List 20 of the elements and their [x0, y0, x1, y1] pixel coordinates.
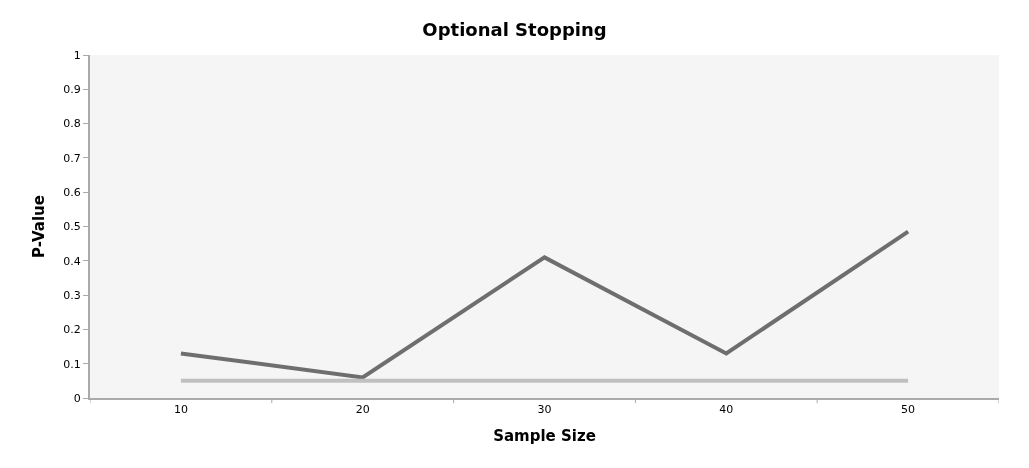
x-tick-label: 50: [901, 403, 916, 417]
y-tick-label: 0.2: [63, 323, 81, 337]
y-tick-label: 0.6: [63, 186, 81, 200]
y-tick-label: 0.1: [63, 357, 81, 371]
y-axis-title: P-Value: [30, 195, 49, 258]
y-tick-label: 0.5: [63, 220, 81, 234]
y-tick-label: 0: [73, 391, 81, 405]
x-tick-label: 30: [537, 403, 552, 417]
x-axis-title: Sample Size: [493, 426, 596, 445]
y-tick-label: 0.7: [63, 151, 81, 165]
x-tick-label: 20: [355, 403, 370, 417]
y-tick-label: 0.4: [63, 254, 81, 268]
line-series: [178, 229, 911, 380]
y-tick-label: 0.3: [63, 288, 81, 302]
x-tick-label: 40: [719, 403, 734, 417]
y-tick-label: 0.9: [63, 83, 81, 97]
x-tick-label: 10: [173, 403, 188, 417]
chart-title: Optional Stopping: [422, 19, 607, 40]
y-tick-label: 0.8: [63, 117, 81, 131]
y-tick-label: 1: [73, 48, 81, 62]
